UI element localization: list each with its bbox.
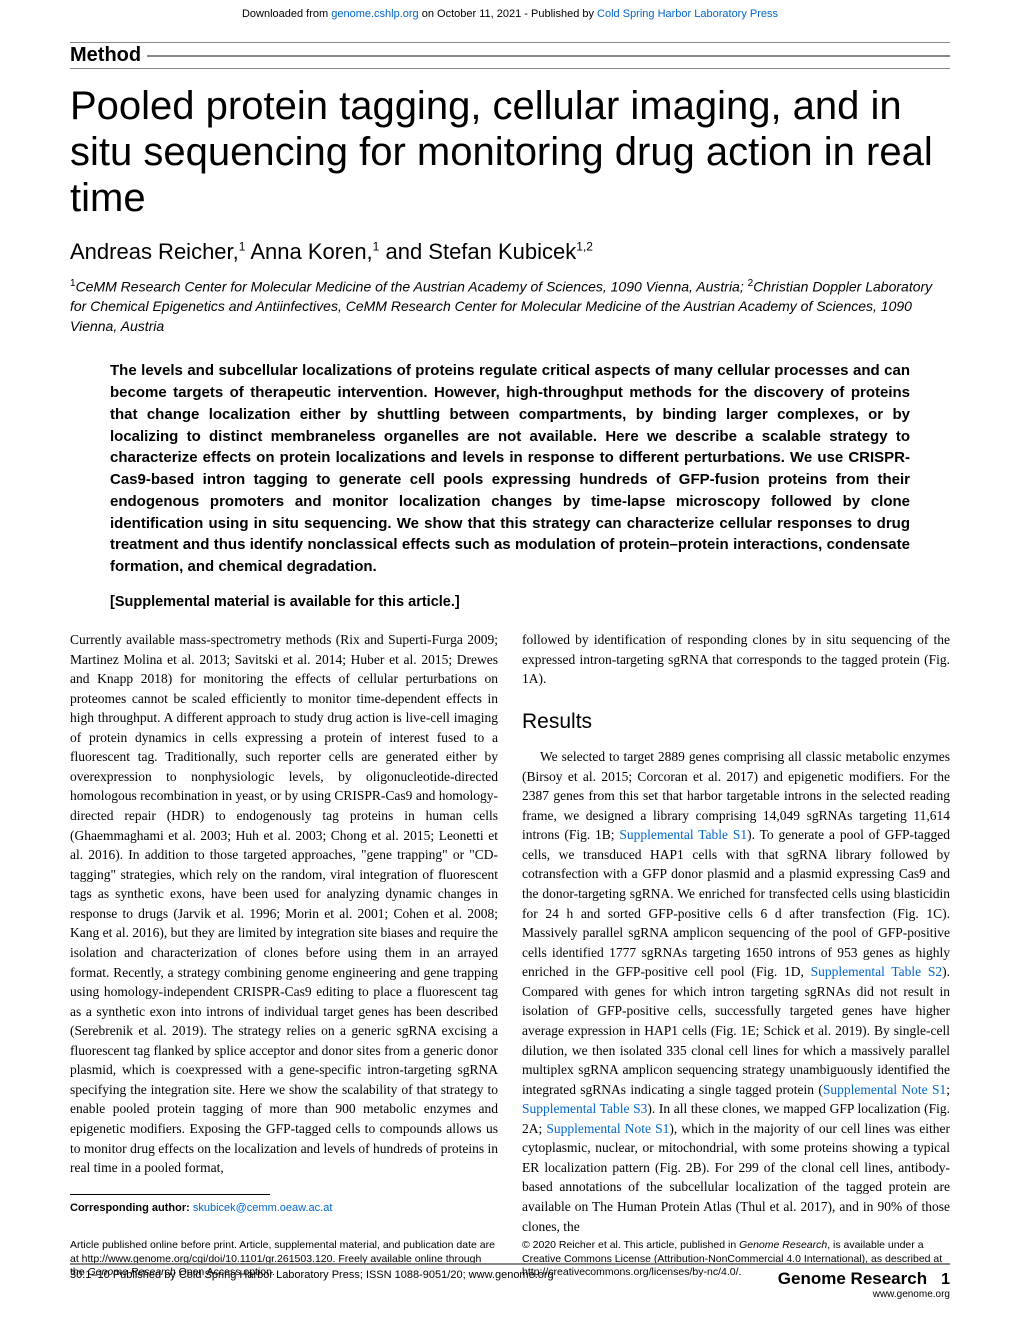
banner-url-link[interactable]: genome.cshlp.org <box>331 8 418 20</box>
results-heading: Results <box>522 707 950 737</box>
footer-citation: 30:1–10 Published by Cold Spring Harbor … <box>70 1269 554 1300</box>
content-wrap: Method Pooled protein tagging, cellular … <box>0 42 1020 1280</box>
banner-publisher-link[interactable]: Cold Spring Harbor Laboratory Press <box>597 8 778 20</box>
footer-journal-block: Genome Research 1 www.genome.org <box>778 1269 950 1300</box>
body-columns: Currently available mass-spectrometry me… <box>70 630 950 1236</box>
left-column: Currently available mass-spectrometry me… <box>70 630 498 1236</box>
corresponding-email-link[interactable]: skubicek@cemm.oeaw.ac.at <box>193 1202 333 1214</box>
right-col-results: We selected to target 2889 genes compris… <box>522 747 950 1236</box>
corresponding-divider <box>70 1194 270 1195</box>
corresponding-author: Corresponding author: skubicek@cemm.oeaw… <box>70 1201 498 1217</box>
banner-prefix: Downloaded from <box>242 8 331 20</box>
page-footer: 30:1–10 Published by Cold Spring Harbor … <box>70 1263 950 1300</box>
banner-middle: on October 11, 2021 - Published by <box>419 8 597 20</box>
right-col-intro: followed by identification of responding… <box>522 630 950 689</box>
journal-name: Genome Research <box>778 1269 927 1288</box>
section-label-bar: Method <box>70 42 950 69</box>
abstract: The levels and subcellular localizations… <box>110 360 910 578</box>
download-banner: Downloaded from genome.cshlp.org on Octo… <box>0 0 1020 24</box>
article-title: Pooled protein tagging, cellular imaging… <box>70 83 950 221</box>
affiliations: 1CeMM Research Center for Molecular Medi… <box>70 277 950 336</box>
section-label: Method <box>70 44 141 67</box>
section-rule <box>147 55 950 57</box>
page-number: 1 <box>941 1271 950 1288</box>
left-col-paragraph: Currently available mass-spectrometry me… <box>70 630 498 1178</box>
right-column: followed by identification of responding… <box>522 630 950 1236</box>
supplemental-note: [Supplemental material is available for … <box>110 594 910 610</box>
corresponding-label: Corresponding author: <box>70 1202 193 1214</box>
journal-url: www.genome.org <box>778 1289 950 1300</box>
authors: Andreas Reicher,1 Anna Koren,1 and Stefa… <box>70 239 950 265</box>
